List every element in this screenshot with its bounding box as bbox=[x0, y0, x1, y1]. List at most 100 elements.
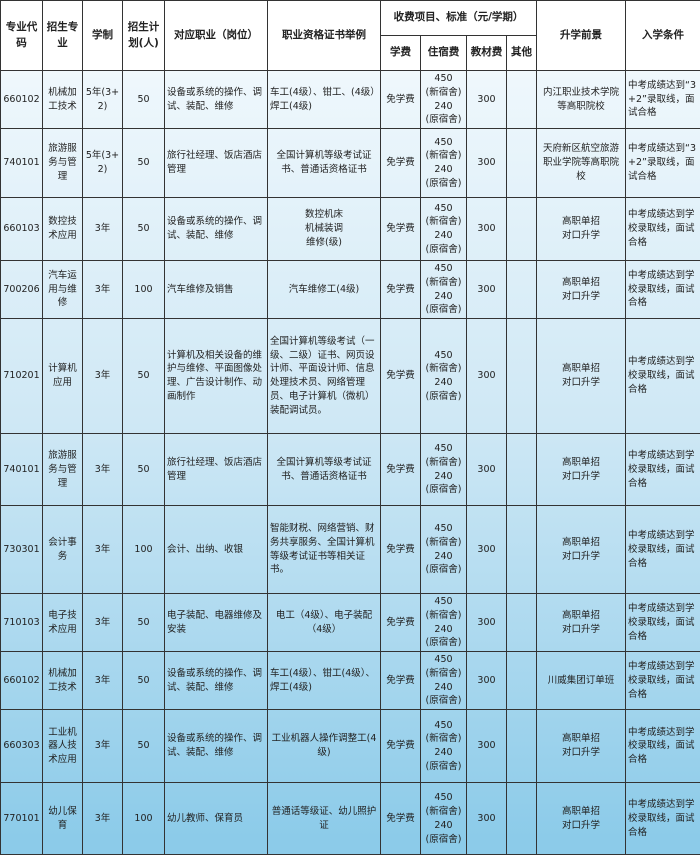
cell-cert: 工业机器人操作调整工(4级) bbox=[268, 710, 381, 783]
cell-major: 汽车运用与维修 bbox=[43, 261, 83, 319]
cell-code: 660102 bbox=[1, 71, 43, 129]
cell-job: 设备或系统的操作、调试、装配、维修 bbox=[165, 652, 268, 710]
header-tuition: 学费 bbox=[381, 36, 421, 71]
cell-major: 电子技术应用 bbox=[43, 594, 83, 652]
cell-condition: 中考成绩达到学校录取线，面试合格 bbox=[626, 710, 700, 783]
cell-other bbox=[507, 594, 537, 652]
cell-code: 660102 bbox=[1, 652, 43, 710]
cell-major: 会计事务 bbox=[43, 506, 83, 594]
cell-cert: 数控机床 机械装调 维修(级) bbox=[268, 198, 381, 261]
cell-prospect: 高职单招 对口升学 bbox=[537, 198, 626, 261]
cell-job: 计算机及相关设备的维护与维修、平面图像处理、广告设计制作、动画制作 bbox=[165, 319, 268, 434]
cell-plan: 50 bbox=[123, 319, 165, 434]
cell-prospect: 高职单招 对口升学 bbox=[537, 506, 626, 594]
cell-major: 幼儿保育 bbox=[43, 783, 83, 855]
cell-plan: 100 bbox=[123, 783, 165, 855]
cell-lodging: 450 (新宿舍) 240 (原宿舍) bbox=[421, 710, 467, 783]
cell-major: 机械加工技术 bbox=[43, 71, 83, 129]
cell-job: 设备或系统的操作、调试、装配、维修 bbox=[165, 71, 268, 129]
cell-books: 300 bbox=[467, 710, 507, 783]
cell-tuition: 免学费 bbox=[381, 652, 421, 710]
cell-duration: 3年 bbox=[83, 506, 123, 594]
header-lodging: 住宿费 bbox=[421, 36, 467, 71]
cell-books: 300 bbox=[467, 594, 507, 652]
cell-condition: 中考成绩达到学校录取线，面试合格 bbox=[626, 434, 700, 506]
cell-condition: 中考成绩达到学校录取线，面试合格 bbox=[626, 198, 700, 261]
cell-tuition: 免学费 bbox=[381, 129, 421, 198]
cell-job: 旅行社经理、饭店酒店管理 bbox=[165, 129, 268, 198]
cell-books: 300 bbox=[467, 71, 507, 129]
cell-code: 660303 bbox=[1, 710, 43, 783]
cell-tuition: 免学费 bbox=[381, 783, 421, 855]
cell-cert: 车工(4级）、钳工(4级）、焊工(4级) bbox=[268, 652, 381, 710]
cell-duration: 3年 bbox=[83, 319, 123, 434]
cell-cert: 电工（4级）、电子装配（4级） bbox=[268, 594, 381, 652]
cell-plan: 100 bbox=[123, 261, 165, 319]
header-other: 其他 bbox=[507, 36, 537, 71]
cell-prospect: 高职单招 对口升学 bbox=[537, 594, 626, 652]
cell-duration: 3年 bbox=[83, 652, 123, 710]
cell-plan: 50 bbox=[123, 652, 165, 710]
cell-major: 工业机器人技术应用 bbox=[43, 710, 83, 783]
cell-plan: 50 bbox=[123, 594, 165, 652]
cell-job: 会计、出纳、收银 bbox=[165, 506, 268, 594]
cell-condition: 中考成绩达到学校录取线，面试合格 bbox=[626, 319, 700, 434]
cell-condition: 中考成绩达到学校录取线，面试合格 bbox=[626, 594, 700, 652]
cell-condition: 中考成绩达到“3+2”录取线，面试合格 bbox=[626, 71, 700, 129]
cell-duration: 3年 bbox=[83, 710, 123, 783]
cell-code: 770101 bbox=[1, 783, 43, 855]
cell-tuition: 免学费 bbox=[381, 434, 421, 506]
cell-job: 设备或系统的操作、调试、装配、维修 bbox=[165, 710, 268, 783]
cell-tuition: 免学费 bbox=[381, 594, 421, 652]
cell-prospect: 内江职业技术学院等高职院校 bbox=[537, 71, 626, 129]
cell-major: 旅游服务与管理 bbox=[43, 129, 83, 198]
cell-plan: 50 bbox=[123, 129, 165, 198]
cell-job: 旅行社经理、饭店酒店管理 bbox=[165, 434, 268, 506]
cell-other bbox=[507, 198, 537, 261]
cell-cert: 汽车维修工(4级) bbox=[268, 261, 381, 319]
cell-lodging: 450 (新宿舍) 240 (原宿舍) bbox=[421, 319, 467, 434]
cell-books: 300 bbox=[467, 261, 507, 319]
cell-books: 300 bbox=[467, 198, 507, 261]
cell-other bbox=[507, 71, 537, 129]
cell-prospect: 高职单招 对口升学 bbox=[537, 261, 626, 319]
cell-condition: 中考成绩达到学校录取线，面试合格 bbox=[626, 506, 700, 594]
cell-plan: 100 bbox=[123, 506, 165, 594]
cell-other bbox=[507, 129, 537, 198]
cell-books: 300 bbox=[467, 783, 507, 855]
header-duration: 学制 bbox=[83, 1, 123, 71]
cell-code: 660103 bbox=[1, 198, 43, 261]
cell-lodging: 450 (新宿舍) 240 (原宿舍) bbox=[421, 129, 467, 198]
cell-books: 300 bbox=[467, 652, 507, 710]
header-major: 招生专业 bbox=[43, 1, 83, 71]
cell-other bbox=[507, 652, 537, 710]
cell-code: 710103 bbox=[1, 594, 43, 652]
cell-tuition: 免学费 bbox=[381, 198, 421, 261]
cell-books: 300 bbox=[467, 129, 507, 198]
cell-job: 汽车维修及销售 bbox=[165, 261, 268, 319]
cell-cert: 车工(4级）、钳工、(4级）焊工(4级) bbox=[268, 71, 381, 129]
cell-major: 计算机应用 bbox=[43, 319, 83, 434]
cell-other bbox=[507, 506, 537, 594]
cell-code: 740101 bbox=[1, 129, 43, 198]
cell-duration: 3年 bbox=[83, 594, 123, 652]
header-job: 对应职业（岗位） bbox=[165, 1, 268, 71]
cell-books: 300 bbox=[467, 506, 507, 594]
cell-condition: 中考成绩达到“3+2”录取线，面试合格 bbox=[626, 129, 700, 198]
cell-condition: 中考成绩达到学校录取线，面试合格 bbox=[626, 261, 700, 319]
header-prospect: 升学前景 bbox=[537, 1, 626, 71]
cell-plan: 50 bbox=[123, 198, 165, 261]
cell-duration: 3年 bbox=[83, 783, 123, 855]
cell-plan: 50 bbox=[123, 71, 165, 129]
cell-tuition: 免学费 bbox=[381, 710, 421, 783]
cell-lodging: 450 (新宿舍) 240 (原宿舍) bbox=[421, 594, 467, 652]
cell-cert: 智能财税、网络营销、财务共享服务、全国计算机等级考试证书等相关证书。 bbox=[268, 506, 381, 594]
cell-prospect: 川威集团订单班 bbox=[537, 652, 626, 710]
header-condition: 入学条件 bbox=[626, 1, 700, 71]
cell-cert: 全国计算机等级考试证书、普通话资格证书 bbox=[268, 129, 381, 198]
